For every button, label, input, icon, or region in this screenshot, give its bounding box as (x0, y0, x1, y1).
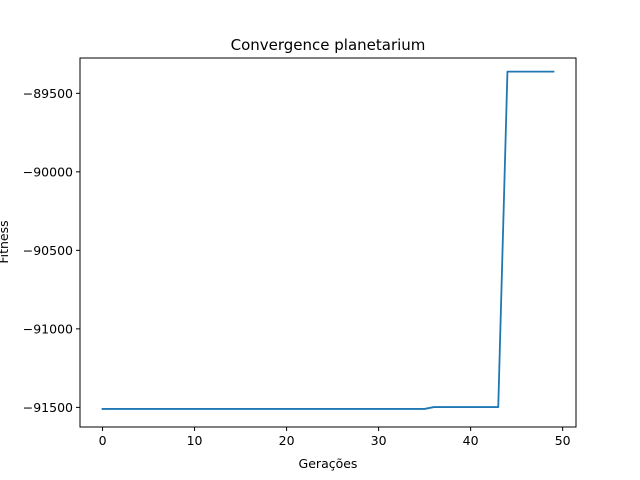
y-tick-label: −90500 (23, 243, 73, 258)
x-axis: 0 10 20 30 40 50 (99, 427, 571, 448)
x-tick-label: 10 (187, 433, 203, 448)
x-tick-label: 30 (371, 433, 387, 448)
y-axis-label: Fitness (0, 220, 11, 263)
x-tick-label: 40 (463, 433, 479, 448)
x-tick-label: 0 (99, 433, 107, 448)
y-tick-label: −91500 (23, 400, 73, 415)
plot-frame (79, 57, 577, 428)
x-axis-label: Gerações (299, 456, 358, 471)
series-line (101, 70, 555, 410)
y-tick-label: −90000 (23, 164, 73, 179)
x-tick-label: 50 (555, 433, 571, 448)
chart-title: Convergence planetarium (231, 36, 426, 54)
x-tick-label: 20 (279, 433, 295, 448)
y-tick-label: −91000 (23, 321, 73, 336)
series-layer (101, 70, 555, 410)
y-axis: −91500 −91000 −90500 −90000 −89500 (23, 86, 80, 415)
plot-background (80, 58, 576, 427)
y-tick-label: −89500 (23, 86, 73, 101)
